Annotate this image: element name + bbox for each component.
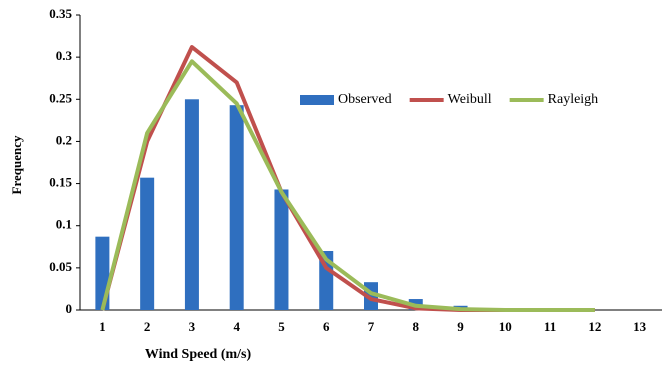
x-axis-title: Wind Speed (m/s) xyxy=(145,347,252,362)
legend-label: Rayleigh xyxy=(548,92,599,107)
legend: Observed Weibull Rayleigh xyxy=(300,92,598,107)
bar xyxy=(184,99,199,311)
x-tick-label: 4 xyxy=(233,319,240,334)
x-tick-label: 6 xyxy=(323,319,330,334)
x-tick-label: 11 xyxy=(544,319,556,334)
x-tick-label: 12 xyxy=(588,319,601,334)
y-tick-label: 0.25 xyxy=(49,90,72,105)
y-tick-label: 0.05 xyxy=(49,259,72,274)
x-tick-label: 1 xyxy=(99,319,106,334)
y-tick-label: 0.3 xyxy=(56,48,73,63)
legend-label: Weibull xyxy=(448,92,492,107)
x-tick-label: 9 xyxy=(457,319,464,334)
y-tick-label: 0.35 xyxy=(49,6,72,21)
legend-swatch xyxy=(300,95,334,105)
x-tick-label: 2 xyxy=(144,319,151,334)
y-tick-label: 0.15 xyxy=(49,175,72,190)
x-tick-label: 8 xyxy=(413,319,420,334)
y-tick-label: 0.1 xyxy=(56,217,72,232)
x-tick-label: 3 xyxy=(189,319,196,334)
y-axis-title: Frequency xyxy=(9,135,24,194)
x-tick-label: 13 xyxy=(633,319,647,334)
y-tick-label: 0 xyxy=(66,301,73,316)
line xyxy=(100,59,595,312)
y-tick-label: 0.2 xyxy=(56,132,72,147)
bar xyxy=(229,105,244,310)
x-tick-label: 7 xyxy=(368,319,375,334)
bar xyxy=(274,189,289,310)
legend-label: Observed xyxy=(338,92,392,107)
x-tick-label: 10 xyxy=(499,319,512,334)
bar xyxy=(140,177,155,310)
x-tick-label: 5 xyxy=(278,319,285,334)
